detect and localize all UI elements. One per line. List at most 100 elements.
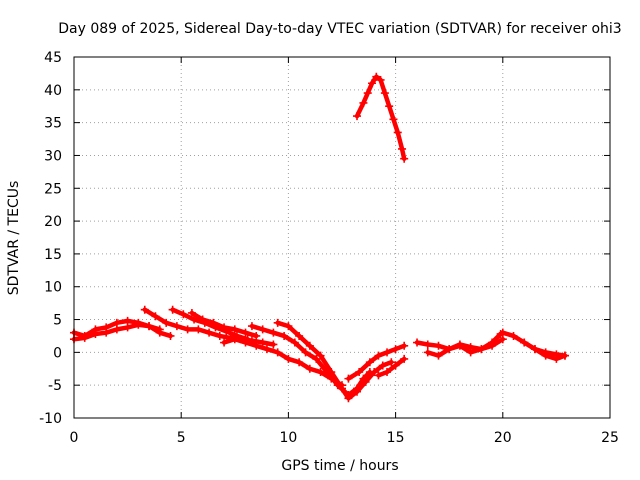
y-tick-label: 40 [44, 83, 62, 99]
series-track-f [247, 322, 374, 400]
data-point [312, 354, 321, 363]
y-axis-label: SDTVAR / TECUs [6, 181, 22, 296]
data-point [220, 323, 229, 332]
y-tick-label: 15 [44, 247, 62, 263]
y-tick-label: 30 [44, 148, 62, 164]
data-point [398, 144, 407, 153]
data-point [155, 328, 164, 337]
data-point [400, 154, 409, 163]
data-point [269, 340, 278, 349]
data-point [284, 322, 293, 331]
data-point [327, 374, 336, 383]
data-point [509, 331, 518, 340]
data-point [363, 89, 372, 98]
y-tick-label: 25 [44, 181, 62, 197]
data-point [290, 338, 299, 347]
data-point [391, 361, 400, 370]
chart-title: Day 089 of 2025, Sidereal Day-to-day VTE… [58, 21, 621, 37]
data-point [258, 325, 267, 334]
series-track-l [423, 335, 507, 360]
data-point [151, 312, 160, 321]
series-track-m [498, 328, 569, 360]
data-point [400, 341, 409, 350]
y-axis-ticks: -10 -5 0 5 10 15 20 25 30 35 40 45 [39, 50, 610, 427]
data-point [344, 394, 353, 403]
data-point [209, 318, 218, 327]
x-tick-label: 5 [177, 430, 186, 446]
data-point [434, 351, 443, 360]
x-tick-label: 25 [601, 430, 619, 446]
data-point [80, 333, 89, 342]
x-tick-label: 10 [279, 430, 297, 446]
data-point [383, 348, 392, 357]
data-point [140, 305, 149, 314]
data-point [316, 351, 325, 360]
data-point [273, 348, 282, 357]
data-point [370, 368, 379, 377]
data-point [316, 368, 325, 377]
data-point [305, 341, 314, 350]
data-point [168, 305, 177, 314]
data-point [365, 358, 374, 367]
y-tick-label: -10 [39, 411, 62, 427]
x-tick-label: 15 [387, 430, 405, 446]
data-point [145, 322, 154, 331]
data-point [552, 354, 561, 363]
data-point [353, 387, 362, 396]
data-point [389, 115, 398, 124]
y-tick-label: 35 [44, 116, 62, 132]
data-point [123, 323, 132, 332]
data-point [338, 381, 346, 390]
data-point [220, 338, 229, 347]
data-point [179, 310, 188, 319]
data-point [241, 328, 250, 337]
y-tick-label: 5 [53, 313, 62, 329]
series-track-h [220, 335, 346, 390]
data-point [134, 320, 143, 329]
y-tick-label: 20 [44, 214, 62, 230]
data-point [445, 345, 454, 354]
data-point [391, 345, 400, 354]
data-point [344, 374, 353, 383]
data-point [194, 325, 203, 334]
series-track-j [374, 354, 409, 380]
x-tick-label: 20 [494, 430, 512, 446]
data-point [413, 338, 422, 347]
grid [74, 57, 610, 418]
data-point [387, 358, 396, 367]
data-point [372, 72, 381, 81]
data-marks [70, 72, 569, 403]
data-point [393, 128, 402, 137]
data-point [353, 112, 362, 121]
plot-frame [73, 56, 611, 419]
data-point [378, 361, 387, 370]
data-point [498, 328, 507, 337]
data-point [295, 331, 304, 340]
y-tick-label: -5 [48, 378, 62, 394]
data-point [423, 340, 432, 349]
data-point [252, 341, 261, 350]
data-point [162, 318, 171, 327]
data-point [247, 322, 256, 331]
data-point [198, 315, 207, 324]
data-point [488, 341, 497, 350]
data-point [273, 318, 282, 327]
x-tick-label: 0 [70, 430, 79, 446]
data-point [477, 345, 486, 354]
y-tick-label: 0 [53, 345, 62, 361]
data-point [205, 328, 214, 337]
data-point [230, 325, 239, 334]
series-band [354, 74, 407, 161]
y-tick-label: 45 [44, 50, 62, 66]
series-track-e [187, 308, 261, 340]
series-band [376, 356, 407, 378]
data-point [172, 322, 181, 331]
data-point [359, 98, 368, 107]
data-point [166, 331, 175, 340]
x-axis-ticks: 0 5 10 15 20 25 [70, 57, 619, 446]
data-point [423, 348, 432, 357]
data-point [376, 75, 385, 84]
data-point [295, 358, 304, 367]
data-point [258, 338, 267, 347]
